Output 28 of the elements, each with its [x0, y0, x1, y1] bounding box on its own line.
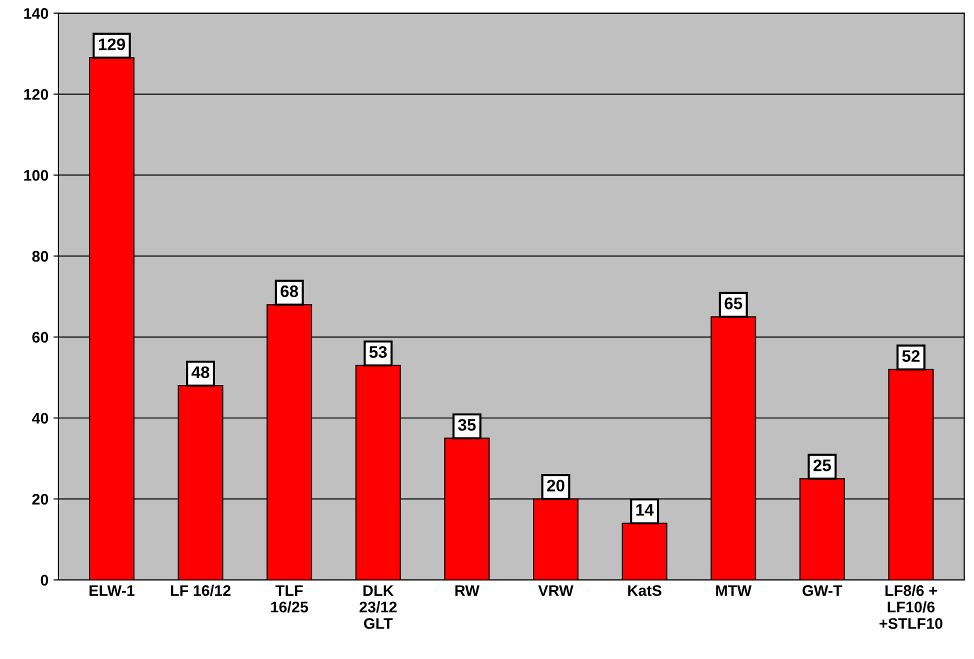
y-tick-label: 80 [32, 250, 48, 262]
x-tick-label: TLF 16/25 [271, 585, 308, 613]
data-label: 14 [636, 504, 654, 516]
x-tick-label: VRW [538, 585, 574, 596]
x-tick-label: MTW [716, 585, 752, 596]
y-tick-label: 60 [32, 332, 48, 343]
x-tick-label: DLK 23/12 GLT [360, 585, 397, 629]
y-tick-label: 140 [24, 8, 48, 19]
data-label: 68 [280, 285, 298, 298]
y-tick-label: 120 [24, 89, 48, 100]
data-label: 52 [902, 350, 920, 362]
data-label: 20 [547, 480, 564, 492]
data-label: 65 [724, 298, 742, 310]
x-tick-label: KatS [628, 585, 662, 596]
y-tick-label: 40 [32, 412, 48, 424]
x-tick-label: LF8/6 + LF10/6 +STLF10 [880, 584, 942, 629]
data-label: 48 [192, 366, 210, 378]
data-label: 25 [813, 459, 831, 472]
y-tick-label: 0 [40, 574, 48, 586]
x-tick-label: RW [455, 585, 480, 596]
data-label: 35 [458, 418, 476, 431]
x-tick-label: LF 16/12 [170, 584, 230, 596]
y-tick-label: 20 [32, 494, 48, 505]
y-tick-label: 100 [24, 170, 48, 181]
data-label: 129 [98, 38, 126, 50]
x-tick-label: ELW-1 [90, 585, 134, 596]
data-label: 53 [369, 346, 387, 358]
x-tick-label: GW-T [802, 585, 842, 596]
